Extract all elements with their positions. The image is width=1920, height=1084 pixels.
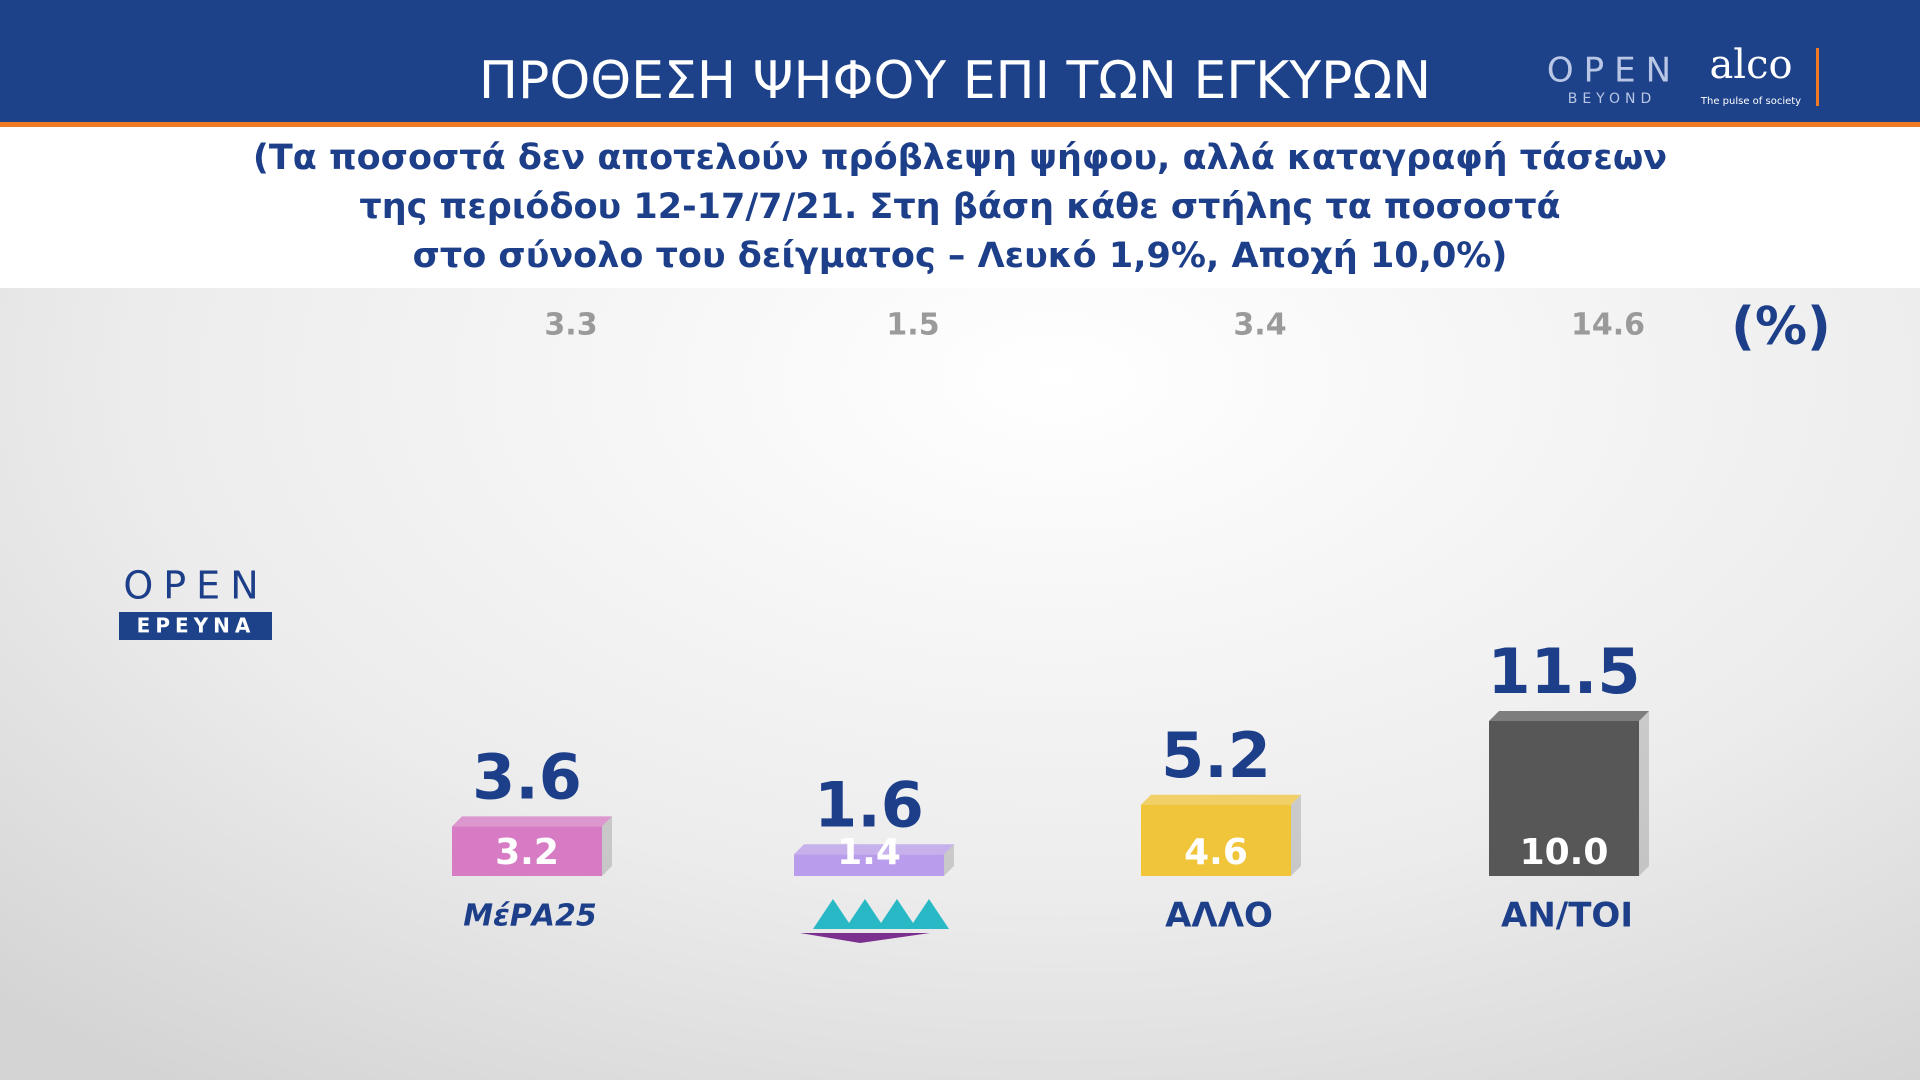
brand-alco-tagline: The pulse of society — [1700, 96, 1801, 107]
valid-vote-value: 3.6 — [472, 740, 582, 813]
bar — [452, 826, 602, 876]
research-label: ΕΡΕΥΝΑ — [137, 614, 256, 638]
unit-label: (%) — [1731, 297, 1831, 357]
subtitle-line: της περιόδου 12-17/7/21. Στη βάση κάθε σ… — [359, 187, 1560, 227]
brand-open: OPEN — [1547, 51, 1681, 91]
valid-vote-value: 5.2 — [1161, 719, 1271, 792]
brand-divider — [1816, 48, 1819, 106]
valid-vote-value: 11.5 — [1488, 635, 1641, 708]
top-row-value: 1.5 — [886, 308, 939, 343]
header-band — [0, 0, 1920, 122]
bar-top — [794, 844, 954, 855]
bar-side — [602, 816, 612, 876]
category-label: ΑΝ/ΤΟΙ — [1501, 896, 1633, 936]
top-row-value: 3.4 — [1233, 308, 1286, 343]
bar-side — [1291, 794, 1301, 876]
bar-top — [1141, 794, 1301, 805]
subtitle-line: στο σύνολο του δείγματος – Λευκό 1,9%, Α… — [413, 236, 1508, 276]
bar — [1141, 804, 1291, 876]
bar-value-label: 4.6 — [1184, 832, 1248, 873]
brand-beyond: BEYOND — [1568, 91, 1657, 107]
subtitle-band — [0, 127, 1920, 288]
title: ΠΡΟΘΕΣΗ ΨΗΦΟΥ ΕΠΙ ΤΩΝ ΕΓΚΥΡΩΝ — [479, 51, 1431, 111]
top-row-value: 3.3 — [544, 308, 597, 343]
bar-value-label: 10.0 — [1520, 832, 1609, 873]
header-stripe — [0, 122, 1920, 127]
bar — [794, 854, 944, 876]
category-label: ΑΛΛΟ — [1165, 896, 1273, 936]
research-open: OPEN — [123, 564, 268, 608]
bar-value-label: 3.2 — [495, 832, 559, 873]
bar-value-label: 1.4 — [837, 832, 901, 873]
valid-vote-value: 1.6 — [814, 768, 924, 841]
category-label: ΜέΡΑ25 — [463, 899, 597, 934]
bar-side — [1639, 711, 1649, 876]
subtitle-line: (Τα ποσοστά δεν αποτελούν πρόβλεψη ψήφου… — [253, 138, 1667, 178]
bar — [1489, 721, 1639, 876]
top-row-value: 14.6 — [1571, 308, 1645, 343]
research-label-box — [119, 612, 272, 640]
bar-side — [944, 844, 954, 876]
unlabeled-logo — [800, 899, 949, 943]
brand-alco: alco — [1709, 42, 1792, 88]
bar-top — [1489, 711, 1649, 721]
bar-top — [452, 816, 612, 827]
